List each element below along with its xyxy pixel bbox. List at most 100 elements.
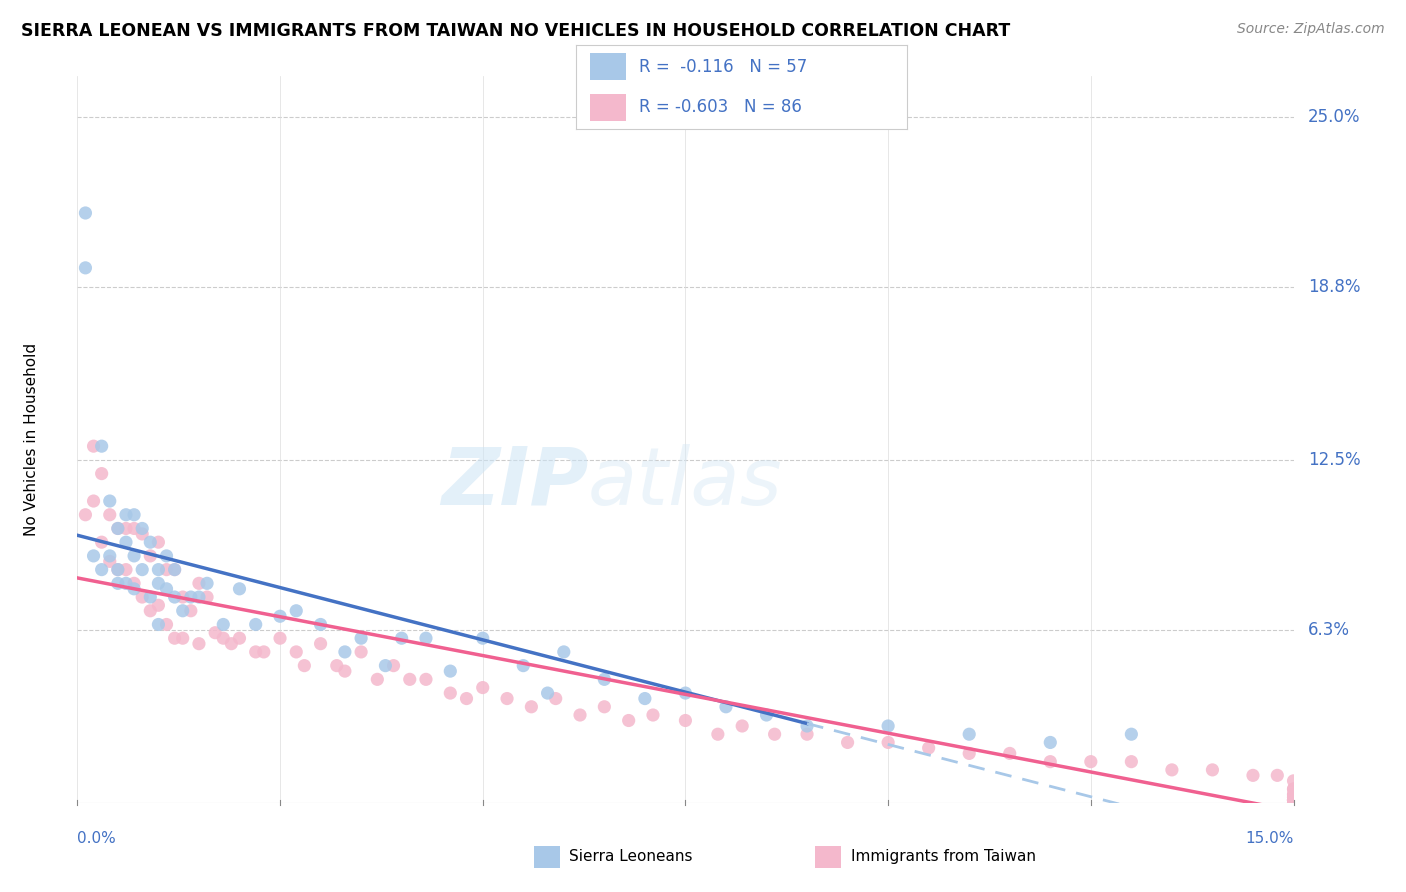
Point — [398, 673, 420, 687]
Point — [1282, 788, 1305, 802]
Point — [1282, 793, 1305, 807]
Text: 15.0%: 15.0% — [1246, 831, 1294, 847]
Point — [90, 467, 112, 481]
Point — [544, 691, 567, 706]
Point — [1080, 755, 1102, 769]
Point — [107, 521, 129, 535]
Point — [714, 699, 737, 714]
Point — [139, 549, 162, 563]
Point — [1282, 790, 1305, 805]
Point — [75, 206, 97, 220]
Point — [90, 563, 112, 577]
Point — [148, 617, 170, 632]
Point — [107, 576, 129, 591]
Point — [188, 576, 211, 591]
Point — [172, 590, 194, 604]
Point — [285, 645, 308, 659]
Point — [707, 727, 730, 741]
Point — [204, 625, 226, 640]
Point — [98, 554, 121, 568]
Point — [107, 563, 129, 577]
FancyBboxPatch shape — [589, 94, 626, 120]
Point — [536, 686, 558, 700]
Point — [1282, 773, 1305, 788]
Point — [107, 521, 129, 535]
Point — [228, 582, 250, 596]
Point — [520, 699, 543, 714]
Point — [382, 658, 405, 673]
Point — [333, 664, 356, 678]
Text: Source: ZipAtlas.com: Source: ZipAtlas.com — [1237, 22, 1385, 37]
Point — [617, 714, 640, 728]
Point — [326, 658, 349, 673]
Text: SIERRA LEONEAN VS IMMIGRANTS FROM TAIWAN NO VEHICLES IN HOUSEHOLD CORRELATION CH: SIERRA LEONEAN VS IMMIGRANTS FROM TAIWAN… — [21, 22, 1011, 40]
Point — [115, 563, 138, 577]
Point — [333, 645, 356, 659]
Point — [148, 535, 170, 549]
Point — [75, 508, 97, 522]
Text: No Vehicles in Household: No Vehicles in Household — [24, 343, 38, 536]
Point — [1282, 790, 1305, 805]
Text: 6.3%: 6.3% — [1308, 621, 1350, 639]
Text: Immigrants from Taiwan: Immigrants from Taiwan — [851, 849, 1036, 863]
Point — [1241, 768, 1264, 782]
Point — [593, 699, 616, 714]
Point — [172, 631, 194, 645]
Point — [228, 631, 250, 645]
Point — [309, 637, 332, 651]
Point — [1265, 768, 1288, 782]
Point — [115, 535, 138, 549]
Point — [163, 563, 186, 577]
Point — [569, 708, 592, 723]
Point — [139, 535, 162, 549]
Point — [1282, 793, 1305, 807]
Point — [269, 631, 291, 645]
Text: 25.0%: 25.0% — [1308, 108, 1361, 126]
Text: ZIP: ZIP — [440, 444, 588, 522]
Point — [877, 735, 900, 749]
Point — [391, 631, 413, 645]
Point — [796, 727, 818, 741]
Point — [115, 508, 138, 522]
Point — [212, 631, 235, 645]
FancyBboxPatch shape — [589, 54, 626, 80]
Point — [763, 727, 786, 741]
Point — [471, 631, 494, 645]
Point — [1039, 755, 1062, 769]
Point — [98, 549, 121, 563]
Point — [1039, 735, 1062, 749]
Point — [131, 563, 153, 577]
Point — [1161, 763, 1184, 777]
Point — [957, 727, 980, 741]
Point — [439, 664, 461, 678]
Point — [1282, 782, 1305, 797]
Point — [496, 691, 519, 706]
Point — [83, 494, 105, 508]
Point — [155, 563, 177, 577]
Point — [634, 691, 657, 706]
Point — [512, 658, 534, 673]
Point — [188, 590, 211, 604]
Text: 0.0%: 0.0% — [77, 831, 117, 847]
Point — [115, 576, 138, 591]
Point — [1282, 793, 1305, 807]
Point — [115, 521, 138, 535]
Point — [131, 521, 153, 535]
Point — [148, 563, 170, 577]
Point — [471, 681, 494, 695]
Point — [107, 563, 129, 577]
Point — [309, 617, 332, 632]
Point — [163, 590, 186, 604]
Point — [456, 691, 478, 706]
Text: R = -0.603   N = 86: R = -0.603 N = 86 — [640, 98, 801, 116]
Point — [221, 637, 243, 651]
Point — [155, 582, 177, 596]
Point — [641, 708, 664, 723]
Point — [139, 590, 162, 604]
Point — [155, 549, 177, 563]
Point — [139, 604, 162, 618]
Point — [837, 735, 859, 749]
Point — [253, 645, 276, 659]
Point — [796, 719, 818, 733]
Point — [131, 527, 153, 541]
